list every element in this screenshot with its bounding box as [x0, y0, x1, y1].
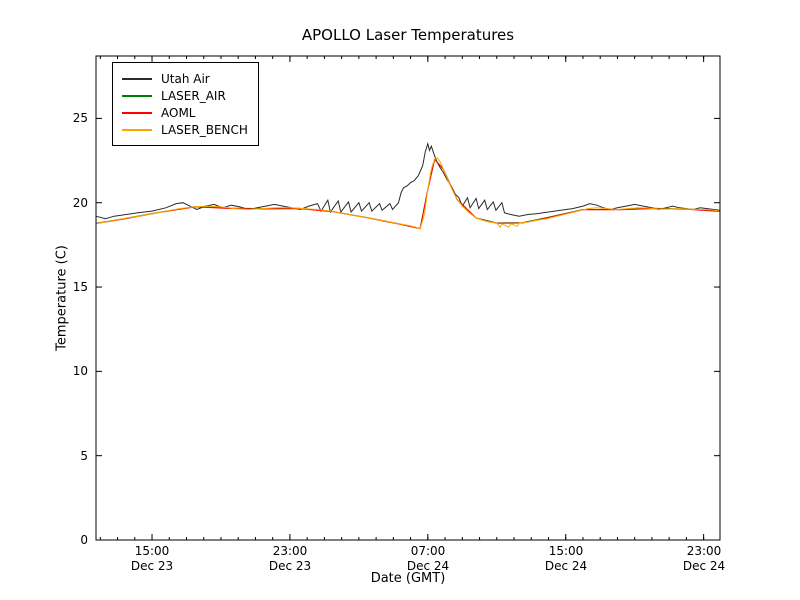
x-tick-label: 07:00 Dec 24	[406, 544, 450, 573]
legend-label: AOML	[161, 105, 196, 120]
legend-item-utah-air: Utah Air	[122, 70, 248, 87]
legend-item-aoml: AOML	[122, 104, 248, 121]
x-tick-label: 15:00 Dec 23	[130, 544, 174, 573]
y-tick-label: 20	[72, 196, 88, 210]
legend: Utah Air LASER_AIR AOML LASER_BENCH	[112, 62, 259, 146]
legend-line-swatch	[122, 94, 152, 97]
series-line-laser-bench	[95, 157, 721, 230]
series-line-laser-air	[95, 158, 721, 230]
y-tick-label: 25	[72, 111, 88, 125]
legend-item-laser-air: LASER_AIR	[122, 87, 248, 104]
chart-title: APOLLO Laser Temperatures	[301, 26, 515, 44]
legend-line-swatch	[122, 111, 152, 114]
x-tick-label: 23:00 Dec 24	[682, 544, 726, 573]
legend-label: Utah Air	[161, 71, 210, 86]
legend-label: LASER_BENCH	[161, 122, 248, 137]
x-tick-label: 15:00 Dec 24	[544, 544, 588, 573]
series-line-aoml	[95, 158, 721, 230]
axes-frame	[95, 55, 721, 541]
legend-item-laser-bench: LASER_BENCH	[122, 121, 248, 138]
legend-line-swatch	[122, 128, 152, 131]
legend-line-swatch	[122, 77, 152, 80]
y-tick-label: 0	[80, 533, 88, 547]
x-axis-label: Date (GMT)	[370, 571, 446, 586]
y-tick-label: 15	[72, 280, 88, 294]
x-tick-label: 23:00 Dec 23	[268, 544, 312, 573]
y-tick-label: 5	[80, 449, 88, 463]
y-tick-label: 10	[72, 364, 88, 378]
legend-label: LASER_AIR	[161, 88, 226, 103]
